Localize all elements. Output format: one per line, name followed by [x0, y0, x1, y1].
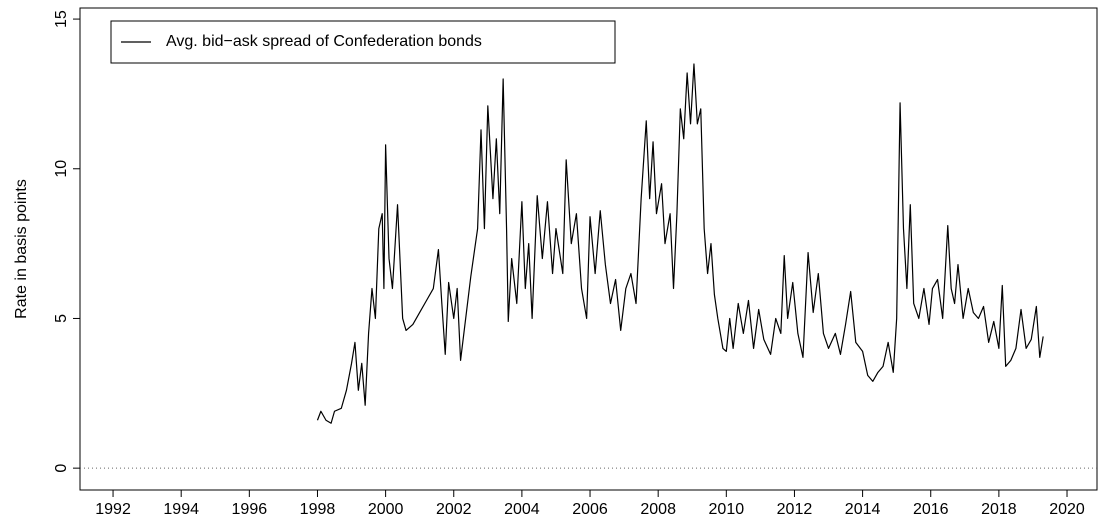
x-tick-label: 2002 — [436, 501, 472, 518]
x-tick-label: 2016 — [913, 501, 949, 518]
x-tick-label: 2020 — [1049, 501, 1085, 518]
x-tick-label: 1998 — [300, 501, 336, 518]
x-tick-label: 2006 — [572, 501, 608, 518]
x-tick-label: 2012 — [777, 501, 813, 518]
x-tick-label: 1992 — [95, 501, 131, 518]
legend-box — [110, 20, 616, 64]
legend-label: Avg. bid−ask spread of Confederation bon… — [166, 33, 482, 50]
y-tick-label: 10 — [53, 160, 70, 178]
series-line — [316, 63, 1044, 424]
x-tick-label: 2010 — [709, 501, 745, 518]
y-tick-label: 15 — [53, 10, 70, 28]
y-axis-label: Rate in basis points — [13, 179, 30, 319]
x-tick-label: 2014 — [845, 501, 881, 518]
x-tick-label: 2000 — [368, 501, 404, 518]
y-tick-label: 0 — [53, 464, 70, 473]
x-tick-label: 1994 — [163, 501, 199, 518]
x-tick-label: 2018 — [981, 501, 1017, 518]
x-tick-label: 2004 — [504, 501, 540, 518]
x-tick-label: 2008 — [640, 501, 676, 518]
y-tick-label: 5 — [53, 314, 70, 323]
x-tick-label: 1996 — [232, 501, 268, 518]
